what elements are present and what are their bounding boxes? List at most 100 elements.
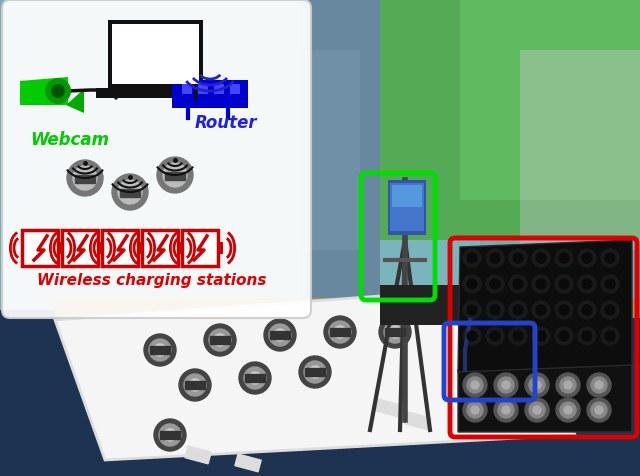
Circle shape	[532, 301, 550, 319]
Circle shape	[467, 253, 477, 263]
Circle shape	[379, 316, 411, 348]
Polygon shape	[20, 77, 68, 105]
Circle shape	[494, 398, 518, 422]
Circle shape	[533, 406, 541, 414]
Bar	[300, 0, 640, 220]
Circle shape	[601, 249, 619, 267]
Text: Wireless charging stations: Wireless charging stations	[37, 273, 267, 288]
Circle shape	[209, 329, 231, 351]
Bar	[112, 24, 199, 84]
Circle shape	[559, 279, 569, 289]
Circle shape	[595, 406, 603, 414]
Bar	[392, 185, 422, 207]
Circle shape	[559, 305, 569, 315]
Bar	[214, 84, 224, 94]
Circle shape	[214, 334, 226, 346]
Circle shape	[556, 373, 580, 397]
Circle shape	[184, 374, 206, 396]
Bar	[58, 242, 63, 254]
Circle shape	[587, 373, 611, 397]
Circle shape	[329, 321, 351, 343]
Circle shape	[555, 301, 573, 319]
Polygon shape	[458, 355, 632, 432]
Bar	[330, 328, 350, 336]
Bar	[210, 336, 230, 344]
Circle shape	[605, 331, 615, 341]
Circle shape	[578, 275, 596, 293]
Bar	[390, 183, 424, 231]
Bar	[108, 20, 203, 88]
Bar	[305, 368, 325, 376]
Bar	[165, 172, 185, 180]
Circle shape	[509, 275, 527, 293]
Circle shape	[502, 381, 510, 389]
Circle shape	[389, 326, 401, 338]
Bar	[380, 285, 470, 325]
Circle shape	[163, 163, 187, 187]
Circle shape	[536, 279, 546, 289]
Bar	[270, 331, 290, 339]
Circle shape	[144, 334, 176, 366]
Bar	[178, 242, 183, 254]
Circle shape	[556, 398, 580, 422]
Circle shape	[467, 377, 483, 393]
Circle shape	[509, 249, 527, 267]
Circle shape	[45, 78, 71, 104]
Circle shape	[555, 249, 573, 267]
Circle shape	[605, 305, 615, 315]
Bar	[142, 230, 178, 266]
Circle shape	[560, 377, 576, 393]
Circle shape	[159, 424, 181, 446]
Bar	[245, 374, 265, 382]
Circle shape	[555, 275, 573, 293]
Circle shape	[179, 369, 211, 401]
Circle shape	[463, 398, 487, 422]
Circle shape	[498, 402, 514, 418]
Bar	[138, 242, 143, 254]
Circle shape	[532, 327, 550, 345]
Circle shape	[533, 381, 541, 389]
Circle shape	[486, 249, 504, 267]
Bar	[120, 189, 140, 197]
Circle shape	[463, 249, 481, 267]
Circle shape	[299, 356, 331, 388]
Circle shape	[304, 361, 326, 383]
Bar	[182, 230, 218, 266]
Circle shape	[467, 279, 477, 289]
Circle shape	[582, 331, 592, 341]
Circle shape	[525, 373, 549, 397]
Circle shape	[587, 398, 611, 422]
Circle shape	[486, 301, 504, 319]
Bar	[520, 50, 640, 250]
Circle shape	[564, 381, 572, 389]
Circle shape	[494, 373, 518, 397]
Circle shape	[525, 398, 549, 422]
Bar	[185, 381, 205, 389]
Circle shape	[536, 253, 546, 263]
Bar	[172, 80, 248, 108]
Bar	[218, 242, 223, 254]
Circle shape	[239, 362, 271, 394]
Bar	[300, 0, 480, 320]
Circle shape	[591, 377, 607, 393]
Circle shape	[463, 327, 481, 345]
Bar	[380, 0, 640, 240]
Circle shape	[591, 402, 607, 418]
Text: Webcam: Webcam	[30, 131, 109, 149]
Circle shape	[498, 377, 514, 393]
Bar	[385, 328, 405, 336]
Bar	[62, 230, 98, 266]
Circle shape	[309, 366, 321, 378]
Polygon shape	[55, 285, 575, 460]
Circle shape	[204, 324, 236, 356]
Circle shape	[463, 373, 487, 397]
Circle shape	[509, 327, 527, 345]
Circle shape	[536, 331, 546, 341]
Circle shape	[490, 305, 500, 315]
Bar	[300, 50, 360, 250]
Circle shape	[595, 381, 603, 389]
Circle shape	[51, 84, 65, 98]
Circle shape	[582, 253, 592, 263]
Circle shape	[189, 379, 201, 391]
Circle shape	[605, 253, 615, 263]
